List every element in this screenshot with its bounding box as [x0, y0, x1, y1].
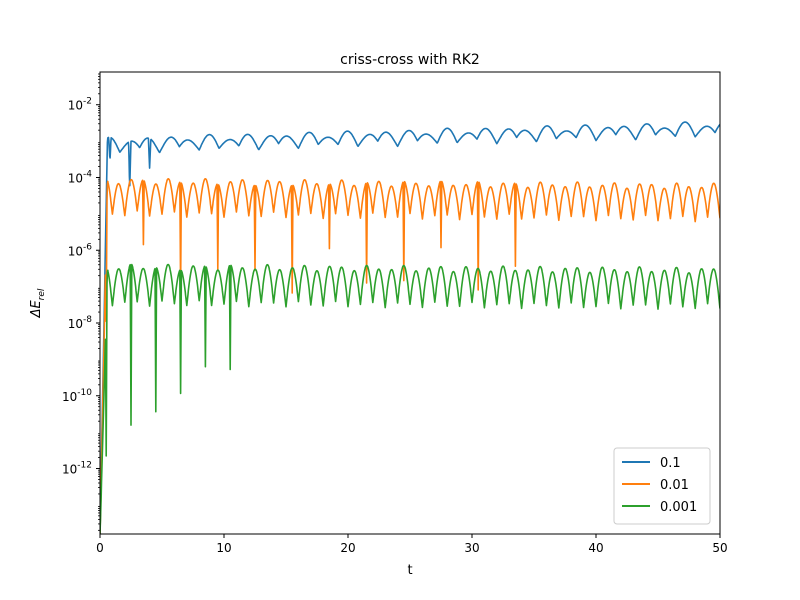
x-tick-label: 50	[712, 541, 727, 555]
x-tick-label: 10	[216, 541, 231, 555]
legend: 0.1 0.01 0.001	[613, 447, 711, 525]
x-axis-ticks: 0 10 20 30 40 50	[96, 534, 728, 555]
y-axis-label-sub: rel	[37, 288, 47, 300]
chart-title: criss-cross with RK2	[340, 52, 480, 68]
y-tick-label: 10-4	[68, 169, 93, 185]
y-axis-label-base: ΔE	[29, 300, 44, 319]
plot-frame	[99, 71, 721, 535]
x-tick-label: 0	[96, 541, 104, 555]
y-tick-label: 10-6	[68, 242, 93, 258]
series-line-2	[100, 263, 720, 534]
x-tick-label: 20	[340, 541, 355, 555]
series-line-1	[100, 178, 720, 534]
series-line-0	[100, 121, 720, 534]
x-tick-label: 30	[464, 541, 479, 555]
series-layer	[100, 121, 720, 534]
x-tick-label: 40	[588, 541, 603, 555]
legend-label: 0.01	[660, 478, 689, 493]
y-tick-label: 10-2	[68, 97, 92, 113]
x-axis-label: t	[407, 563, 412, 578]
legend-label: 0.1	[660, 456, 681, 471]
legend-label: 0.001	[660, 500, 697, 515]
y-axis-label: ΔErel	[29, 288, 47, 318]
y-tick-label: 10-12	[62, 461, 92, 477]
y-tick-label: 10-8	[68, 315, 93, 331]
y-tick-label: 10-10	[62, 388, 92, 404]
y-axis-ticks: 10-12 10-10 10-8 10-6 10-4 10-2	[62, 73, 100, 531]
